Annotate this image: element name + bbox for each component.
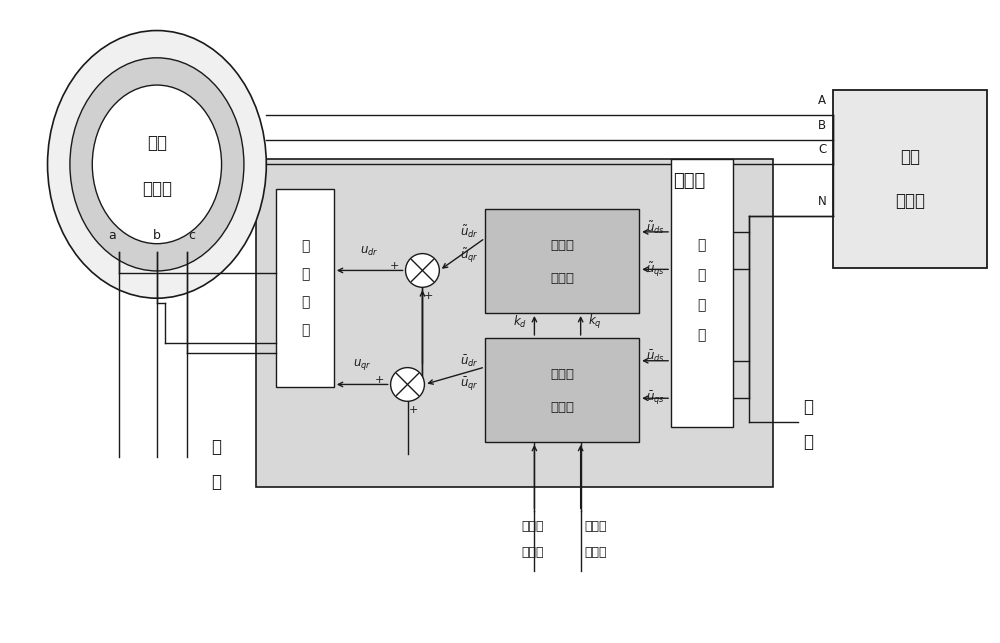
Text: 机: 机 [212,438,222,456]
Text: 端: 端 [212,473,222,491]
Bar [671,159,733,427]
Text: 率指令: 率指令 [584,547,607,559]
Text: 换: 换 [698,328,706,342]
Text: 量计算: 量计算 [550,273,574,285]
Text: b: b [153,229,161,242]
Ellipse shape [70,58,244,271]
Text: $u_{dr}$: $u_{dr}$ [360,244,379,258]
Text: 有功功: 有功功 [521,520,544,532]
Text: 升压: 升压 [900,149,920,167]
Text: 标: 标 [698,268,706,282]
Bar [276,189,334,388]
Bar [833,90,987,269]
Text: 标: 标 [301,267,309,282]
Circle shape [391,368,424,401]
Text: $\bar{u}_{ds}$: $\bar{u}_{ds}$ [646,349,665,365]
Text: +: + [424,291,433,301]
Bar [485,338,639,442]
Text: 坐: 坐 [698,239,706,253]
Bar [485,209,639,313]
Text: +: + [375,376,384,386]
Text: 率指令: 率指令 [521,547,544,559]
Text: 变流器: 变流器 [673,172,705,190]
Text: 变: 变 [301,295,309,309]
Text: $u_{qr}$: $u_{qr}$ [353,357,372,372]
Text: 变压器: 变压器 [895,192,925,210]
Ellipse shape [92,85,222,244]
Text: a: a [108,229,116,242]
Text: c: c [188,229,195,242]
Ellipse shape [48,30,266,298]
Text: 直流电: 直流电 [550,368,574,381]
Text: $k_d$: $k_d$ [513,313,527,330]
Text: $\bar{u}_{dr}$: $\bar{u}_{dr}$ [460,353,478,368]
Text: 双馈: 双馈 [147,134,167,152]
Text: 交流电: 交流电 [550,239,574,251]
Text: C: C [818,143,826,156]
Circle shape [406,253,439,287]
Text: N: N [817,195,826,208]
Text: 发电机: 发电机 [142,180,172,198]
Text: $\tilde{u}_{ds}$: $\tilde{u}_{ds}$ [646,219,665,236]
Text: $\bar{u}_{qr}$: $\bar{u}_{qr}$ [460,376,478,394]
Text: $\tilde{u}_{dr}$: $\tilde{u}_{dr}$ [460,224,478,240]
Text: +: + [409,405,418,415]
Text: $k_q$: $k_q$ [588,312,601,331]
Text: 网: 网 [803,398,813,416]
Bar [256,159,773,487]
Text: 坐: 坐 [301,240,309,253]
Text: $\tilde{u}_{qr}$: $\tilde{u}_{qr}$ [460,247,478,265]
Text: 量计算: 量计算 [550,401,574,414]
Text: 换: 换 [301,323,309,337]
Text: 端: 端 [803,433,813,451]
Text: $\tilde{u}_{qs}$: $\tilde{u}_{qs}$ [646,260,665,278]
Text: 无功功: 无功功 [584,520,607,532]
Text: +: + [390,262,399,271]
Text: 变: 变 [698,298,706,312]
Text: A: A [818,94,826,107]
Text: $\bar{u}_{qs}$: $\bar{u}_{qs}$ [646,390,665,407]
Text: B: B [818,119,826,132]
